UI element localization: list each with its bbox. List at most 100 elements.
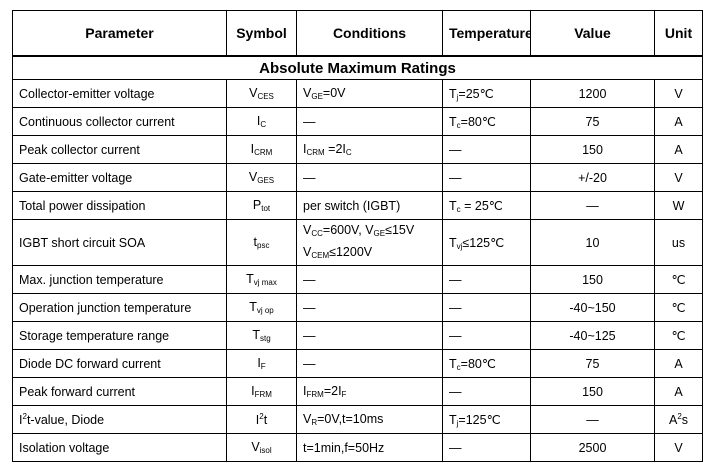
- condition-text: =0V,t=10ms: [317, 412, 384, 426]
- symbol-suffix: t: [263, 413, 268, 427]
- value-text: 10: [585, 235, 600, 250]
- temperature-text: —: [449, 440, 462, 455]
- value-text: 2500: [578, 440, 607, 455]
- symbol-main: V: [251, 440, 260, 454]
- unit-cell: A: [654, 349, 703, 378]
- symbol-cell: IC: [226, 107, 297, 136]
- parameter-text: IGBT short circuit SOA: [19, 235, 146, 250]
- parameter-cell: Gate-emitter voltage: [12, 163, 227, 192]
- parameter-text: Gate-emitter voltage: [19, 170, 133, 185]
- unit-text: A: [674, 356, 683, 371]
- conditions-cell: per switch (IGBT): [296, 191, 443, 220]
- condition-text: =600V, V: [322, 222, 374, 237]
- unit-cell: V: [654, 163, 703, 192]
- unit-text: A: [668, 413, 678, 427]
- symbol-main: I: [256, 114, 261, 128]
- parameter-text: Operation junction temperature: [19, 300, 192, 315]
- table-row: Collector-emitter voltage VCES VGE=0V Tj=25…: [12, 79, 703, 108]
- symbol-cell: Tstg: [226, 321, 297, 350]
- condition-text: V: [303, 412, 312, 426]
- parameter-cell: Continuous collector current: [12, 107, 227, 136]
- symbol-cell: Tvj max: [226, 265, 297, 294]
- conditions-cell: VGE=0V: [296, 79, 443, 108]
- condition-text: ≤15V: [385, 222, 415, 237]
- unit-cell: A2s: [654, 405, 703, 434]
- parameter-cell: Storage temperature range: [12, 321, 227, 350]
- conditions-cell: —: [296, 321, 443, 350]
- condition-text: —: [303, 300, 316, 315]
- table-row: Total power dissipation Ptot per switch (I…: [12, 191, 703, 220]
- condition-text: V: [303, 222, 312, 237]
- unit-cell: ℃: [654, 265, 703, 294]
- condition-text: —: [303, 170, 316, 185]
- temperature-cell: —: [442, 135, 531, 164]
- symbol-main: I: [257, 356, 261, 370]
- temperature-text: —: [449, 328, 462, 343]
- parameter-cell: Diode DC forward current: [12, 349, 227, 378]
- unit-cell: W: [654, 191, 703, 220]
- temperature-cell: —: [442, 265, 531, 294]
- condition-subscript: F: [341, 390, 347, 399]
- condition-subscript: CRM: [306, 148, 325, 157]
- temperature-text: —: [449, 384, 462, 399]
- parameter-cell: Total power dissipation: [12, 191, 227, 220]
- temperature-text: = 25℃: [460, 198, 503, 213]
- temperature-text: —: [449, 272, 462, 287]
- header-symbol: Symbol: [226, 10, 297, 57]
- value-cell: 75: [530, 349, 655, 378]
- temperature-subscript: c: [456, 120, 461, 130]
- symbol-main: T: [249, 300, 257, 314]
- symbol-cell: Tvj op: [226, 293, 297, 322]
- header-temperature: Temperature: [442, 10, 531, 57]
- parameter-text: Continuous collector current: [19, 114, 175, 129]
- table-row: Isolation voltage Visol t=1min,f=50Hz — 2500…: [12, 433, 703, 462]
- unit-superscript: 2: [677, 412, 682, 421]
- parameter-text: I: [19, 413, 23, 427]
- conditions-cell: IFRM=2IF: [296, 377, 443, 406]
- conditions-cell: —: [296, 265, 443, 294]
- value-text: 150: [582, 272, 603, 287]
- unit-text: us: [671, 235, 686, 250]
- conditions-cell: t=1min,f=50Hz: [296, 433, 443, 462]
- header-parameter: Parameter: [12, 10, 227, 57]
- symbol-subscript: tot: [261, 204, 271, 213]
- symbol-main: T: [252, 328, 260, 342]
- temperature-text: —: [449, 300, 462, 315]
- temperature-text: T: [449, 356, 457, 371]
- temperature-cell: Tc=80℃: [442, 349, 531, 378]
- condition-subscript: CC: [311, 228, 323, 238]
- conditions-cell: —: [296, 293, 443, 322]
- parameter-cell: IGBT short circuit SOA: [12, 219, 227, 266]
- value-text: -40~125: [569, 328, 616, 343]
- unit-text: V: [674, 170, 683, 185]
- temperature-cell: —: [442, 377, 531, 406]
- symbol-subscript: CRM: [254, 148, 273, 157]
- table-row: Operation junction temperature Tvj op — — -4…: [12, 293, 703, 322]
- parameter-cell: I2t-value, Diode: [12, 405, 227, 434]
- unit-cell: us: [654, 219, 703, 266]
- header-unit: Unit: [654, 10, 703, 57]
- value-text: —: [586, 198, 599, 213]
- conditions-cell: VCC=600V, VGE≤15V VCEM≤1200V: [296, 219, 443, 266]
- symbol-subscript: stg: [259, 334, 271, 343]
- unit-cell: A: [654, 107, 703, 136]
- conditions-cell: —: [296, 349, 443, 378]
- value-text: 1200: [578, 86, 607, 101]
- parameter-text: Peak collector current: [19, 142, 140, 157]
- parameter-text: Max. junction temperature: [19, 272, 164, 287]
- parameter-superscript: 2: [22, 412, 27, 421]
- value-cell: 150: [530, 377, 655, 406]
- value-text: -40~150: [569, 300, 616, 315]
- header-conditions: Conditions: [296, 10, 443, 57]
- condition-text: I: [303, 142, 307, 156]
- symbol-subscript: F: [260, 362, 266, 371]
- value-cell: 2500: [530, 433, 655, 462]
- condition-text: ≤1200V: [329, 244, 373, 259]
- table-row: Peak forward current IFRM IFRM=2IF —150 A: [12, 377, 703, 406]
- symbol-subscript: psc: [257, 241, 270, 250]
- temperature-text: T: [449, 114, 457, 129]
- unit-cell: V: [654, 79, 703, 108]
- unit-text: ℃: [671, 301, 686, 315]
- temperature-text: =125℃: [458, 412, 501, 427]
- condition-text: —: [303, 328, 316, 343]
